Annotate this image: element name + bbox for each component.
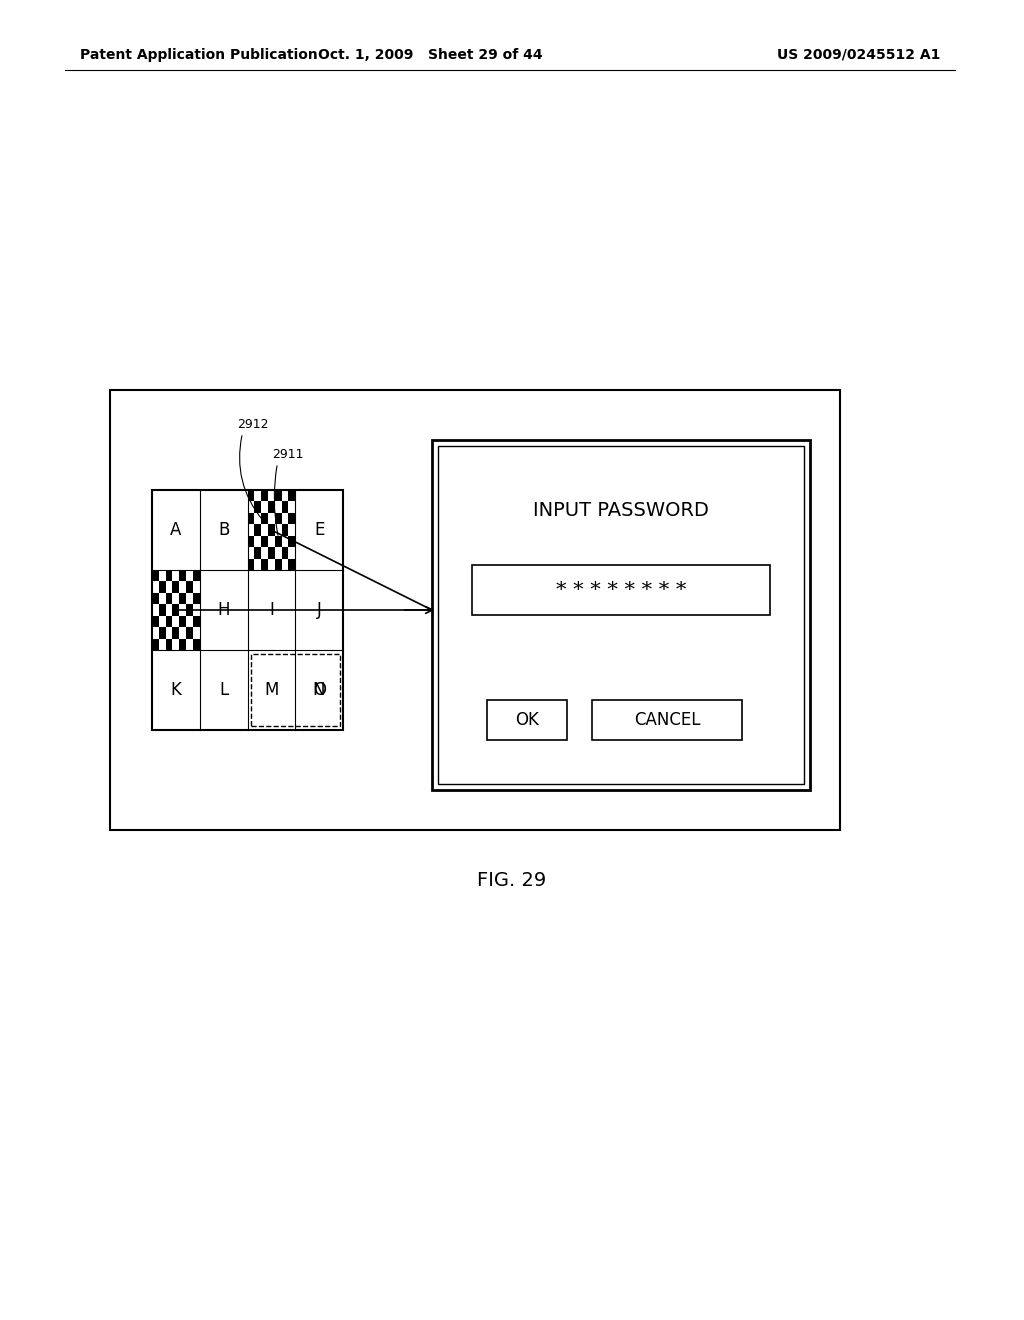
Bar: [254, 548, 261, 558]
FancyArrowPatch shape: [240, 436, 262, 520]
Text: Patent Application Publication: Patent Application Publication: [80, 48, 317, 62]
Text: L: L: [219, 681, 228, 700]
Bar: [110, 389, 840, 830]
Bar: [254, 524, 261, 536]
Bar: [172, 605, 179, 615]
Text: N: N: [313, 681, 326, 700]
Text: 2911: 2911: [272, 449, 304, 462]
Text: B: B: [218, 521, 229, 539]
Bar: [172, 627, 179, 639]
Bar: [179, 639, 186, 649]
Bar: [152, 639, 159, 649]
Bar: [166, 593, 172, 605]
FancyArrowPatch shape: [274, 466, 278, 536]
Bar: [268, 548, 274, 558]
Text: J: J: [316, 601, 322, 619]
Bar: [172, 581, 179, 593]
Bar: [274, 490, 282, 502]
Bar: [152, 490, 343, 730]
Bar: [487, 700, 567, 741]
Bar: [289, 490, 295, 502]
Bar: [248, 513, 254, 524]
Bar: [282, 502, 289, 513]
Bar: [438, 446, 804, 784]
Bar: [166, 639, 172, 649]
Bar: [186, 627, 193, 639]
Bar: [282, 548, 289, 558]
Bar: [251, 653, 340, 726]
Text: H: H: [217, 601, 229, 619]
Bar: [179, 570, 186, 581]
Bar: [248, 536, 254, 548]
Bar: [432, 440, 810, 789]
Bar: [193, 639, 200, 649]
Bar: [274, 558, 282, 570]
Bar: [159, 627, 166, 639]
Text: Oct. 1, 2009   Sheet 29 of 44: Oct. 1, 2009 Sheet 29 of 44: [317, 48, 543, 62]
Bar: [282, 524, 289, 536]
Bar: [248, 490, 254, 502]
Text: E: E: [314, 521, 325, 539]
Bar: [268, 524, 274, 536]
Bar: [186, 605, 193, 615]
Text: OK: OK: [515, 711, 539, 729]
Bar: [268, 502, 274, 513]
Bar: [289, 513, 295, 524]
Bar: [254, 502, 261, 513]
Bar: [159, 581, 166, 593]
Bar: [152, 593, 159, 605]
Text: M: M: [264, 681, 279, 700]
Bar: [261, 513, 268, 524]
Bar: [179, 615, 186, 627]
Text: K: K: [170, 681, 181, 700]
Bar: [261, 536, 268, 548]
Bar: [152, 570, 159, 581]
Text: I: I: [269, 601, 273, 619]
Bar: [472, 565, 770, 615]
Text: A: A: [170, 521, 181, 539]
Bar: [186, 581, 193, 593]
Bar: [159, 605, 166, 615]
Bar: [274, 513, 282, 524]
Bar: [193, 615, 200, 627]
Text: O: O: [312, 681, 326, 700]
Bar: [179, 593, 186, 605]
Bar: [261, 558, 268, 570]
Bar: [289, 536, 295, 548]
Bar: [152, 615, 159, 627]
Bar: [289, 558, 295, 570]
Bar: [193, 570, 200, 581]
Bar: [592, 700, 742, 741]
Text: CANCEL: CANCEL: [634, 711, 700, 729]
Text: INPUT PASSWORD: INPUT PASSWORD: [534, 500, 709, 520]
Bar: [193, 593, 200, 605]
Text: US 2009/0245512 A1: US 2009/0245512 A1: [776, 48, 940, 62]
Text: * * * * * * * *: * * * * * * * *: [556, 581, 686, 599]
Bar: [274, 536, 282, 548]
Text: FIG. 29: FIG. 29: [477, 870, 547, 890]
Bar: [261, 490, 268, 502]
Bar: [248, 558, 254, 570]
Bar: [166, 615, 172, 627]
Text: 2912: 2912: [238, 418, 269, 432]
Bar: [166, 570, 172, 581]
